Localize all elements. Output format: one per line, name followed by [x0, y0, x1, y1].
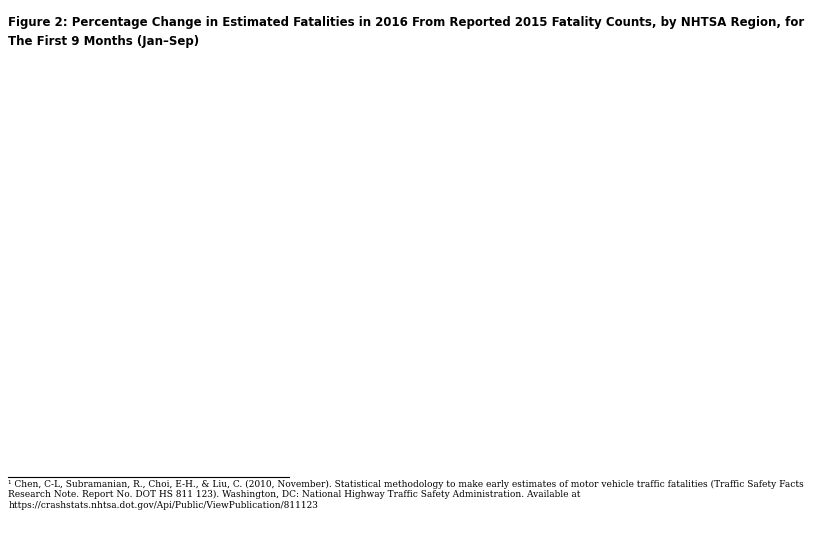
Text: Figure 2: Percentage Change in Estimated Fatalities in 2016 From Reported 2015 F: Figure 2: Percentage Change in Estimated…	[8, 16, 804, 29]
Text: The First 9 Months (Jan–Sep): The First 9 Months (Jan–Sep)	[8, 35, 200, 48]
Text: ¹ Chen, C-L, Subramanian, R., Choi, E-H., & Liu, C. (2010, November). Statistica: ¹ Chen, C-L, Subramanian, R., Choi, E-H.…	[8, 480, 804, 510]
